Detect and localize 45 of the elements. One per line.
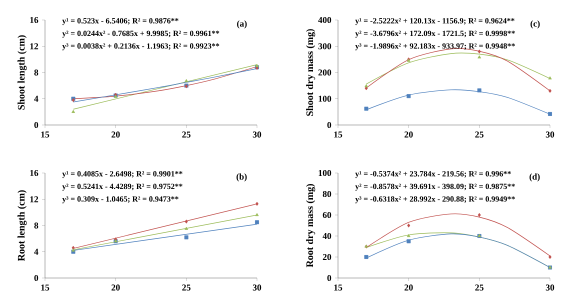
y-tick-label: 0 <box>327 274 332 282</box>
y-axis-title: Shoot dry mass (mg) <box>306 29 316 116</box>
y-tick-label: 200 <box>318 69 332 76</box>
x-tick-label: 30 <box>546 284 554 291</box>
y-axis-title: Root dry mass (mg) <box>306 184 316 268</box>
y-axis-title: Root length (cm) <box>18 190 27 262</box>
x-tick-label: 25 <box>182 284 190 291</box>
x-tick-label: 15 <box>41 132 50 138</box>
y-tick-label: 400 <box>318 16 332 24</box>
x-tick-label: 25 <box>475 132 484 138</box>
y-tick-label: 4 <box>34 248 38 255</box>
y-tick-label: 12 <box>30 196 38 202</box>
y-tick-label: 12 <box>30 43 38 50</box>
y-tick-label: 300 <box>318 43 332 50</box>
y-tick-label: 8 <box>34 69 38 76</box>
x-tick-label: 20 <box>112 132 120 138</box>
x-tick-label: 30 <box>546 132 554 138</box>
y-tick-label: 4 <box>34 96 38 102</box>
x-tick-label: 20 <box>404 132 413 138</box>
y-tick-label: 16 <box>30 16 38 24</box>
x-tick-label: 15 <box>334 284 342 291</box>
y-tick-label: 60 <box>322 212 332 218</box>
y-tick-label: 20 <box>322 254 332 260</box>
x-tick-label: 30 <box>252 132 262 138</box>
y-tick-label: 40 <box>322 232 332 240</box>
x-tick-label: 25 <box>475 284 484 291</box>
x-tick-label: 25 <box>182 132 190 138</box>
x-tick-label: 15 <box>41 284 50 291</box>
y-tick-label: 80 <box>322 190 332 198</box>
y-tick-label: 0 <box>34 274 38 282</box>
y-tick-label: 0 <box>327 122 332 128</box>
y-tick-label: 0 <box>34 122 38 128</box>
x-tick-label: 20 <box>404 284 413 291</box>
chart-title: (b) <box>236 173 247 182</box>
x-tick-label: 30 <box>252 284 262 291</box>
y-tick-label: 8 <box>34 222 38 229</box>
y-tick-label: 100 <box>318 96 332 102</box>
chart-title: (c) <box>530 20 540 28</box>
x-tick-label: 15 <box>334 132 342 138</box>
y-tick-label: 100 <box>318 170 332 176</box>
y-tick-label: 16 <box>30 170 38 176</box>
chart-title: (a) <box>237 20 247 28</box>
y-axis-title: Shoot length (cm) <box>18 35 27 110</box>
chart-title: (d) <box>530 173 540 182</box>
x-tick-label: 20 <box>112 284 120 291</box>
